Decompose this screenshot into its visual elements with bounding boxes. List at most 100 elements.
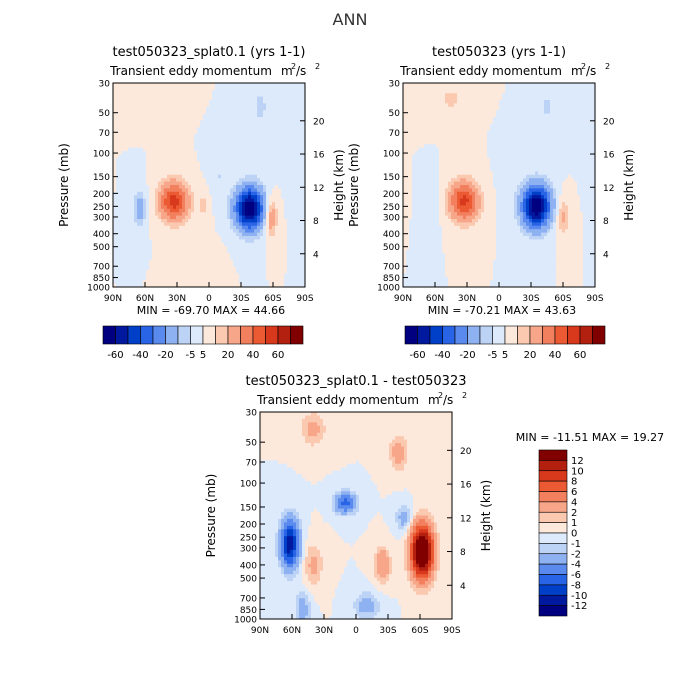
contour-cell: [415, 103, 419, 108]
contour-cell: [302, 276, 305, 281]
contour-cell: [272, 191, 276, 196]
contour-cell: [403, 123, 407, 128]
contour-cell: [568, 110, 572, 115]
contour-cell: [275, 202, 279, 206]
contour-cell: [263, 151, 267, 155]
contour-cell: [185, 106, 189, 111]
contour-cell: [421, 106, 425, 111]
contour-cell: [475, 113, 479, 118]
contour-cell: [263, 232, 267, 237]
contour-cell: [206, 205, 210, 210]
contour-cell: [544, 86, 548, 91]
contour-cell: [200, 103, 204, 108]
contour-cell: [520, 89, 524, 94]
contour-cell: [242, 263, 246, 268]
contour-cell: [152, 236, 156, 240]
contour-cell: [209, 120, 213, 125]
contour-cell: [146, 144, 150, 149]
contour-cell: [224, 157, 228, 162]
contour-cell: [191, 242, 195, 247]
contour-cell: [302, 110, 305, 115]
contour-cell: [514, 89, 518, 94]
contour-cell: [583, 130, 587, 135]
contour-cell: [155, 263, 159, 268]
contour-cell: [293, 113, 297, 118]
contour-cell: [140, 215, 144, 220]
contour-cell: [215, 239, 219, 244]
contour-cell: [200, 253, 204, 257]
contour-cell: [260, 93, 264, 98]
contour-cell: [209, 106, 213, 111]
contour-cell: [293, 202, 297, 206]
contour-cell: [242, 208, 246, 213]
contour-cell: [299, 89, 303, 94]
contour-cell: [275, 151, 279, 155]
contour-cell: [149, 120, 153, 125]
contour-cell: [493, 137, 497, 142]
contour-cell: [128, 123, 132, 128]
contour-cell: [583, 123, 587, 128]
contour-cell: [490, 134, 494, 138]
contour-cell: [140, 164, 144, 169]
contour-cell: [586, 134, 590, 138]
contour-cell: [439, 89, 443, 94]
contour-cell: [287, 174, 291, 179]
contour-cell: [167, 103, 171, 108]
contour-cell: [131, 103, 135, 108]
contour-cell: [496, 86, 500, 91]
contour-cell: [544, 89, 548, 94]
contour-cell: [125, 89, 129, 94]
contour-cell: [254, 127, 258, 132]
contour-cell: [254, 202, 258, 206]
contour-cell: [299, 110, 303, 115]
contour-cell: [272, 164, 276, 169]
contour-cell: [263, 113, 267, 118]
contour-cell: [565, 86, 569, 91]
contour-cell: [547, 120, 551, 125]
contour-cell: [224, 147, 228, 152]
contour-cell: [287, 236, 291, 240]
contour-cell: [203, 232, 207, 237]
contour-cell: [538, 127, 542, 132]
contour-cell: [472, 123, 476, 128]
contour-cell: [278, 140, 282, 145]
contour-cell: [188, 157, 192, 162]
contour-cell: [275, 110, 279, 115]
contour-cell: [562, 117, 566, 121]
contour-cell: [242, 103, 246, 108]
contour-cell: [209, 161, 213, 166]
contour-cell: [454, 117, 458, 121]
contour-cell: [257, 123, 261, 128]
contour-cell: [218, 276, 222, 281]
contour-cell: [239, 178, 243, 183]
contour-cell: [209, 89, 213, 94]
contour-cell: [254, 198, 258, 203]
contour-cell: [140, 208, 144, 213]
contour-cell: [257, 239, 261, 244]
contour-cell: [209, 256, 213, 261]
contour-cell: [472, 134, 476, 138]
contour-cell: [131, 174, 135, 179]
contour-cell: [164, 147, 168, 152]
contour-cell: [149, 232, 153, 237]
contour-cell: [580, 93, 584, 98]
contour-cell: [475, 83, 479, 87]
contour-cell: [257, 178, 261, 183]
contour-cell: [254, 191, 258, 196]
contour-cell: [284, 256, 288, 261]
contour-cell: [281, 103, 285, 108]
contour-cell: [215, 86, 219, 91]
contour-cell: [143, 154, 147, 159]
contour-cell: [176, 246, 180, 251]
contour-cell: [508, 93, 512, 98]
contour-cell: [143, 86, 147, 91]
contour-cell: [236, 191, 240, 196]
contour-cell: [188, 266, 192, 271]
contour-cell: [164, 236, 168, 240]
contour-cell: [278, 137, 282, 142]
contour-cell: [149, 174, 153, 179]
contour-cell: [188, 93, 192, 98]
contour-cell: [185, 137, 189, 142]
contour-cell: [442, 134, 446, 138]
contour-cell: [260, 280, 264, 285]
